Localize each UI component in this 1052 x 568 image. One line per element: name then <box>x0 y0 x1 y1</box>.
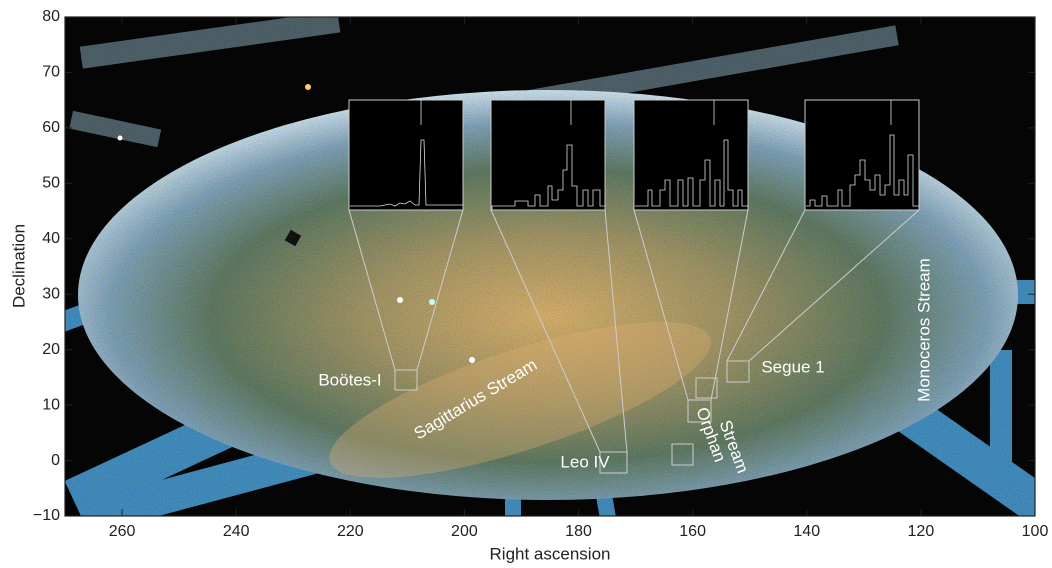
x-tick-label: 220 <box>337 523 364 540</box>
x-tick-label: 140 <box>793 523 820 540</box>
y-tick-label: 30 <box>42 285 60 302</box>
y-tick-label: 80 <box>42 8 60 25</box>
x-tick-label: 200 <box>451 523 478 540</box>
annotation: Boötes-I <box>318 370 381 389</box>
y-tick-label: 60 <box>42 119 60 136</box>
y-tick-label: 50 <box>42 175 60 192</box>
annotation: Segue 1 <box>761 357 824 376</box>
y-tick-label: 10 <box>42 396 60 413</box>
y-tick-label: 40 <box>42 230 60 247</box>
x-axis-title: Right ascension <box>490 544 611 563</box>
annotation: Leo IV <box>560 452 610 471</box>
x-tick-label: 120 <box>908 523 935 540</box>
x-tick-label: 240 <box>223 523 250 540</box>
y-tick-label: −10 <box>33 507 60 524</box>
x-tick-label: 100 <box>1022 523 1049 540</box>
x-tick-label: 180 <box>565 523 592 540</box>
y-tick-label: 20 <box>42 341 60 358</box>
x-tick-label: 160 <box>679 523 706 540</box>
sky-image <box>59 11 1052 535</box>
y-tick-label: 70 <box>42 64 60 81</box>
annotation: Monoceros Stream <box>914 258 933 402</box>
chart: Right ascension Declination 260240220200… <box>0 0 1052 568</box>
x-tick-label: 260 <box>109 523 136 540</box>
y-axis-title: Declination <box>9 224 28 308</box>
y-tick-label: 0 <box>51 452 60 469</box>
